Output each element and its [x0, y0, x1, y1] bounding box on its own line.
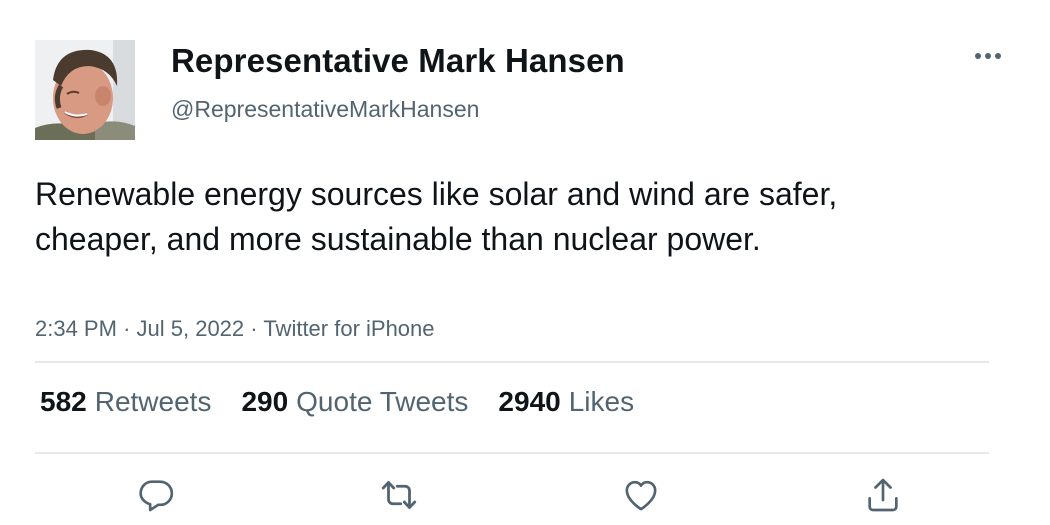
tweet-source[interactable]: Twitter for iPhone — [263, 316, 435, 341]
tweet-text: Renewable energy sources like solar and … — [35, 176, 838, 257]
like-button[interactable] — [616, 470, 666, 520]
retweet-button[interactable] — [374, 470, 424, 520]
meta-separator: · — [123, 316, 131, 341]
divider — [35, 361, 989, 363]
quote-tweets-label: Quote Tweets — [296, 386, 469, 417]
tweet-stats: 582 Retweets 290 Quote Tweets 2940 Likes — [40, 386, 634, 418]
quote-tweets-count: 290 — [241, 386, 289, 417]
reply-button[interactable] — [131, 470, 181, 520]
share-icon — [868, 478, 898, 512]
divider — [35, 452, 989, 454]
heart-icon — [625, 480, 657, 511]
share-button[interactable] — [858, 470, 908, 520]
ellipsis-icon — [975, 53, 1001, 59]
avatar[interactable] — [35, 40, 135, 140]
author-handle[interactable]: @RepresentativeMarkHansen — [171, 96, 480, 122]
retweets-stat[interactable]: 582 Retweets — [40, 386, 211, 418]
likes-count: 2940 — [498, 386, 561, 417]
retweets-count: 582 — [40, 386, 87, 417]
retweets-label: Retweets — [94, 386, 212, 417]
more-options-button[interactable] — [970, 42, 1006, 70]
profile-photo-icon — [35, 40, 135, 140]
retweet-icon — [381, 481, 417, 509]
action-bar — [0, 470, 1050, 520]
likes-stat[interactable]: 2940 Likes — [498, 386, 634, 418]
likes-label: Likes — [568, 386, 635, 417]
quote-tweets-stat[interactable]: 290 Quote Tweets — [241, 386, 468, 418]
tweet-meta: 2:34 PM · Jul 5, 2022 · Twitter for iPho… — [35, 316, 435, 342]
meta-separator: · — [250, 316, 258, 341]
tweet-time[interactable]: 2:34 PM — [35, 316, 117, 341]
reply-icon — [139, 480, 174, 512]
tweet-date[interactable]: Jul 5, 2022 — [136, 316, 245, 341]
author-display-name[interactable]: Representative Mark Hansen — [171, 42, 625, 79]
